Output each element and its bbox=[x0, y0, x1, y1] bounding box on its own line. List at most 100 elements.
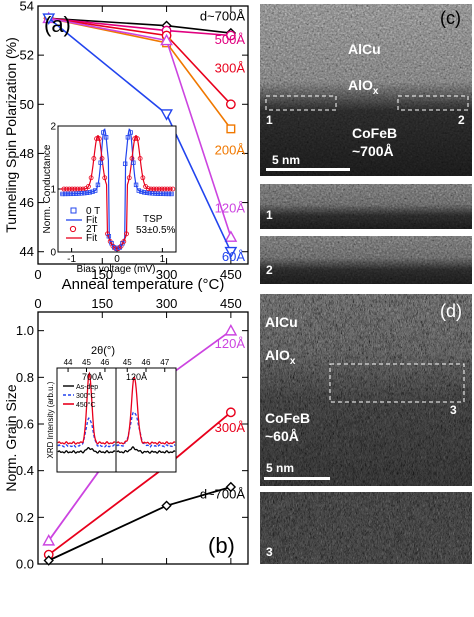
panel-d-shading bbox=[260, 294, 472, 486]
panel-b-x-tick-label: 150 bbox=[91, 296, 113, 311]
xrd-inset-legend: As-dep 300°C 450°C bbox=[63, 384, 98, 409]
conductance-inset-x-tick-label: 1 bbox=[160, 254, 166, 265]
panel-a-series-label: d~700Å bbox=[200, 8, 246, 23]
conductance-inset-y-label: Norm. Conductance bbox=[42, 144, 53, 233]
crop-2-label: 2 bbox=[266, 263, 273, 277]
panel-a-y-axis-label: Tunneling Spin Polarization (%) bbox=[3, 37, 19, 233]
panel-b-y-tick-label: 0.4 bbox=[16, 463, 34, 478]
conductance-2t-point bbox=[94, 136, 99, 142]
legend-label-fit-0t: Fit bbox=[86, 215, 97, 226]
panel-b-data-point bbox=[225, 481, 237, 493]
xrd-inset-y-label: XRD Intensity (arb.u.) bbox=[46, 381, 55, 458]
xrd-left-tick-label: 45 bbox=[82, 358, 91, 367]
panel-b-data-point bbox=[42, 534, 56, 546]
panel-a-series-label: 300Å bbox=[215, 60, 246, 75]
conductance-0t-point bbox=[79, 191, 84, 196]
panel-c-thickness-label: ~700Å bbox=[352, 143, 394, 159]
panel-b-y-tick-label: 0.6 bbox=[16, 417, 34, 432]
panel-b-y-tick-label: 0.0 bbox=[16, 557, 34, 572]
panel-a-y-tick-label: 50 bbox=[20, 97, 34, 112]
conductance-0t-point bbox=[90, 189, 95, 194]
conductance-0t-point bbox=[73, 191, 79, 196]
panel-c-box-1 bbox=[265, 95, 337, 111]
conductance-0t-point bbox=[133, 182, 139, 188]
panel-a-series: d~700Å 500Å 300Å 200Å 120Å 60Å bbox=[42, 8, 246, 264]
panel-c-shading bbox=[260, 4, 472, 176]
panel-b-series-label: d~700Å bbox=[200, 487, 246, 502]
conductance-0t-point bbox=[93, 188, 98, 193]
panel-c-cofeb-label: CoFeB bbox=[352, 125, 397, 141]
panel-b-y-axis-label: Norm. Grain Size bbox=[3, 384, 19, 492]
panel-b-y-tick-label: 0.2 bbox=[16, 510, 34, 525]
conductance-2t-point bbox=[140, 175, 146, 181]
xrd-legend-300: 300°C bbox=[76, 392, 96, 400]
panel-a-series-label: 200Å bbox=[215, 143, 246, 158]
panel-d-cofeb-label: CoFeB bbox=[265, 410, 310, 426]
conductance-0t-point bbox=[152, 191, 158, 196]
conductance-2t-point bbox=[96, 136, 102, 142]
panel-d-alox-label: AlOx bbox=[265, 347, 296, 367]
panel-d-alox-text: AlO bbox=[265, 347, 290, 363]
conductance-2t-point bbox=[115, 246, 121, 251]
conductance-0t-point bbox=[155, 191, 161, 196]
panel-a-series-label: 60Å bbox=[222, 249, 245, 264]
conductance-2t-point bbox=[124, 231, 129, 237]
conductance-0t-point bbox=[166, 191, 171, 197]
panel-b-y-tick-label: 1.0 bbox=[16, 323, 34, 338]
crop-1-shading bbox=[260, 184, 472, 229]
xrd-700-450c-curve bbox=[57, 371, 116, 445]
panel-b-data-point bbox=[43, 555, 54, 566]
conductance-inset-y-tick-label: 2 bbox=[50, 122, 56, 133]
conductance-0t-point bbox=[95, 182, 101, 188]
conductance-2t-point bbox=[86, 184, 91, 189]
conductance-2t-point bbox=[162, 186, 168, 192]
tsp-annotation-value: 53±0.5% bbox=[136, 225, 176, 236]
panel-b-chart: 0.0 0.2 0.4 0.6 0.8 1.0 0 150 300 450 120Å 300Å d~… bbox=[3, 296, 249, 572]
conductance-2t-point bbox=[164, 186, 170, 192]
panel-b-x-tick-label: 0 bbox=[34, 296, 41, 311]
conductance-0t-point bbox=[84, 190, 90, 195]
conductance-2t-point bbox=[69, 186, 75, 192]
conductance-inset-ticks: 0 1 2 -1 0 1 bbox=[50, 122, 165, 266]
conductance-0t-point bbox=[87, 190, 92, 195]
panel-d-alox-subscript: x bbox=[290, 356, 296, 367]
panel-d-tem-image: 3 AlCu AlOx CoFeB ~60Å 5 nm (d) bbox=[260, 294, 472, 486]
conductance-2t-point bbox=[145, 186, 151, 192]
conductance-0t-point bbox=[65, 191, 71, 197]
conductance-inset-x-tick-label: 0 bbox=[114, 254, 120, 265]
conductance-inset-legend: 0 T Fit 2T Fit bbox=[66, 206, 100, 244]
conductance-0t-point bbox=[76, 191, 82, 196]
panel-c-alox-subscript: x bbox=[373, 86, 379, 97]
panel-b-y-tick-label: 0.8 bbox=[16, 370, 34, 385]
conductance-2t-point bbox=[137, 156, 143, 161]
conductance-inset-curves bbox=[60, 128, 176, 252]
xrd-legend-450: 450°C bbox=[76, 401, 96, 409]
panel-a-x-tick-label: 150 bbox=[91, 267, 113, 282]
xrd-inset-ticks: 44 45 46 45 46 47 bbox=[64, 358, 170, 372]
conductance-2t-point bbox=[77, 186, 83, 192]
conductance-inset-y-tick-label: 0 bbox=[50, 248, 56, 259]
panel-c-alcu-label: AlCu bbox=[348, 41, 381, 57]
panel-b-x-ticks: 0 150 300 450 bbox=[34, 296, 242, 564]
conductance-2t-point bbox=[105, 231, 110, 237]
conductance-0t-point bbox=[101, 130, 106, 135]
panel-a-x-tick-label: 0 bbox=[34, 267, 41, 282]
conductance-2t-point bbox=[132, 136, 138, 142]
panel-a-series-label: 120Å bbox=[215, 200, 246, 215]
conductance-0t-point bbox=[60, 191, 65, 197]
xrd-left-tick-label: 46 bbox=[100, 358, 109, 367]
xrd-right-tick-label: 45 bbox=[123, 358, 132, 367]
crop-3-texture bbox=[260, 492, 472, 564]
panel-d-box-3 bbox=[329, 363, 465, 403]
xrd-700-300c-curve bbox=[57, 417, 116, 448]
conductance-0t-point bbox=[98, 160, 103, 165]
xrd-120-asdep-curve bbox=[116, 446, 176, 454]
conductance-0t-point bbox=[161, 191, 166, 197]
conductance-2t-point bbox=[61, 186, 67, 192]
crop-2-shading bbox=[260, 236, 472, 284]
conductance-2t-point bbox=[167, 186, 173, 192]
panel-a-y-tick-label: 48 bbox=[20, 146, 34, 161]
panel-a-x-axis-label: Anneal temperature (°C) bbox=[62, 276, 225, 293]
conductance-inset: 0 1 2 -1 0 1 0 T Fit 2T Fit TSP 53±0.5% Norm.… bbox=[42, 122, 177, 275]
